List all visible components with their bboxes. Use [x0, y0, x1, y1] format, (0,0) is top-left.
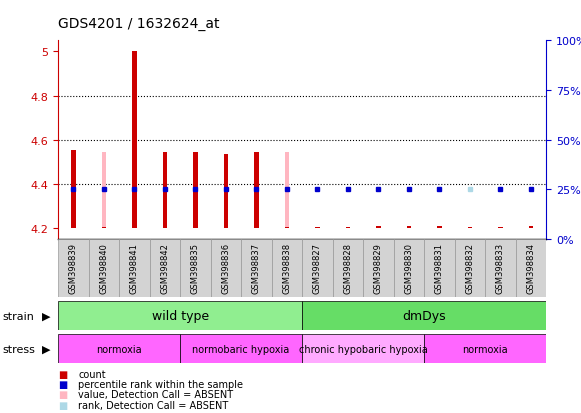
Bar: [180, 240, 210, 297]
Text: GSM398833: GSM398833: [496, 242, 505, 293]
Text: normoxia: normoxia: [96, 344, 142, 354]
Bar: [302, 301, 546, 330]
Bar: [285, 152, 289, 228]
Text: GSM398835: GSM398835: [191, 242, 200, 293]
Bar: [224, 155, 228, 228]
Text: GSM398842: GSM398842: [160, 242, 169, 293]
Bar: [254, 152, 259, 228]
Text: GSM398838: GSM398838: [282, 242, 291, 293]
Bar: [88, 240, 119, 297]
Text: value, Detection Call = ABSENT: value, Detection Call = ABSENT: [78, 389, 234, 399]
Text: GSM398831: GSM398831: [435, 242, 444, 293]
Text: ▶: ▶: [42, 344, 51, 354]
Text: wild type: wild type: [152, 309, 209, 323]
Text: ■: ■: [58, 369, 67, 379]
Bar: [119, 240, 150, 297]
Bar: [71, 150, 76, 228]
Text: GSM398829: GSM398829: [374, 242, 383, 293]
Bar: [424, 240, 454, 297]
Text: ■: ■: [58, 400, 67, 410]
Bar: [394, 240, 424, 297]
Text: GSM398840: GSM398840: [99, 242, 108, 293]
Text: GSM398839: GSM398839: [69, 242, 78, 293]
Text: count: count: [78, 369, 106, 379]
Bar: [241, 240, 271, 297]
Text: GSM398841: GSM398841: [130, 242, 139, 293]
Bar: [193, 152, 198, 228]
Text: GSM398834: GSM398834: [526, 242, 535, 293]
Text: GSM398836: GSM398836: [221, 242, 230, 293]
Bar: [376, 226, 381, 228]
Bar: [516, 240, 546, 297]
Bar: [58, 301, 302, 330]
Text: normobaric hypoxia: normobaric hypoxia: [192, 344, 290, 354]
Bar: [424, 335, 546, 363]
Bar: [485, 240, 516, 297]
Bar: [102, 152, 106, 228]
Text: ■: ■: [58, 389, 67, 399]
Bar: [437, 226, 442, 228]
Bar: [163, 152, 167, 228]
Text: stress: stress: [3, 344, 36, 354]
Text: ▶: ▶: [42, 311, 51, 321]
Text: normoxia: normoxia: [462, 344, 508, 354]
Text: GDS4201 / 1632624_at: GDS4201 / 1632624_at: [58, 17, 220, 31]
Bar: [132, 52, 137, 228]
Bar: [180, 335, 302, 363]
Bar: [271, 240, 302, 297]
Text: GSM398832: GSM398832: [465, 242, 474, 293]
Bar: [150, 240, 180, 297]
Bar: [332, 240, 363, 297]
Bar: [363, 240, 393, 297]
Bar: [407, 226, 411, 228]
Bar: [210, 240, 241, 297]
Bar: [529, 226, 533, 228]
Text: GSM398828: GSM398828: [343, 242, 352, 293]
Text: rank, Detection Call = ABSENT: rank, Detection Call = ABSENT: [78, 400, 229, 410]
Text: ■: ■: [58, 379, 67, 389]
Text: GSM398827: GSM398827: [313, 242, 322, 293]
Bar: [302, 240, 332, 297]
Text: dmDys: dmDys: [402, 309, 446, 323]
Bar: [302, 335, 424, 363]
Bar: [58, 335, 180, 363]
Bar: [454, 240, 485, 297]
Text: GSM398830: GSM398830: [404, 242, 413, 293]
Bar: [58, 240, 88, 297]
Text: strain: strain: [3, 311, 35, 321]
Text: chronic hypobaric hypoxia: chronic hypobaric hypoxia: [299, 344, 428, 354]
Text: percentile rank within the sample: percentile rank within the sample: [78, 379, 243, 389]
Text: GSM398837: GSM398837: [252, 242, 261, 293]
